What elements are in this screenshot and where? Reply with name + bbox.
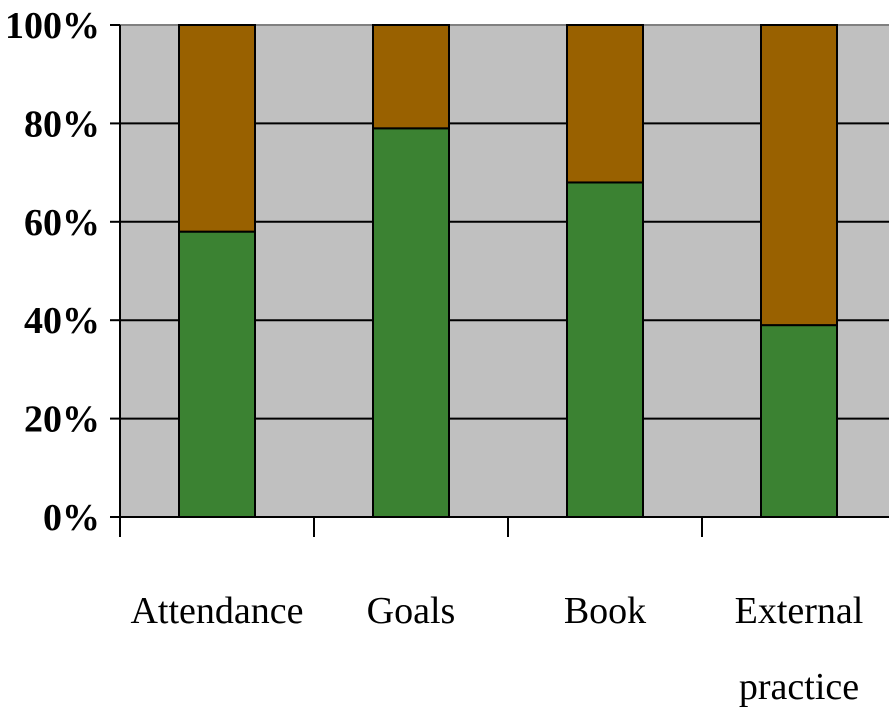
y-tick-label: 0%: [43, 497, 100, 539]
bar-segment: [178, 230, 256, 518]
bar-segment: [178, 24, 256, 233]
y-tick-label: 100%: [5, 5, 100, 47]
bar-segment: [566, 24, 644, 184]
axes: [110, 24, 889, 537]
y-tick-label: 80%: [24, 103, 100, 145]
bars: [178, 24, 838, 518]
x-tick-label: Book: [564, 590, 646, 632]
x-tick-label: Attendance: [130, 590, 303, 632]
y-tick-label: 40%: [24, 300, 100, 342]
bar-segment: [372, 24, 450, 130]
bar-segment: [372, 127, 450, 518]
x-tick-labels: Attendance Goals Book External practice: [130, 590, 863, 708]
y-tick-label: 60%: [24, 202, 100, 244]
x-tick-label: practice: [739, 666, 859, 708]
bar-segment: [760, 324, 838, 518]
y-tick-labels: 0% 20% 40% 60% 80% 100%: [5, 5, 100, 539]
bar-segment: [566, 181, 644, 518]
x-tick-label: External: [735, 590, 864, 632]
bar-segment: [760, 24, 838, 327]
x-tick-label: Goals: [367, 590, 456, 632]
y-tick-label: 20%: [24, 399, 100, 441]
